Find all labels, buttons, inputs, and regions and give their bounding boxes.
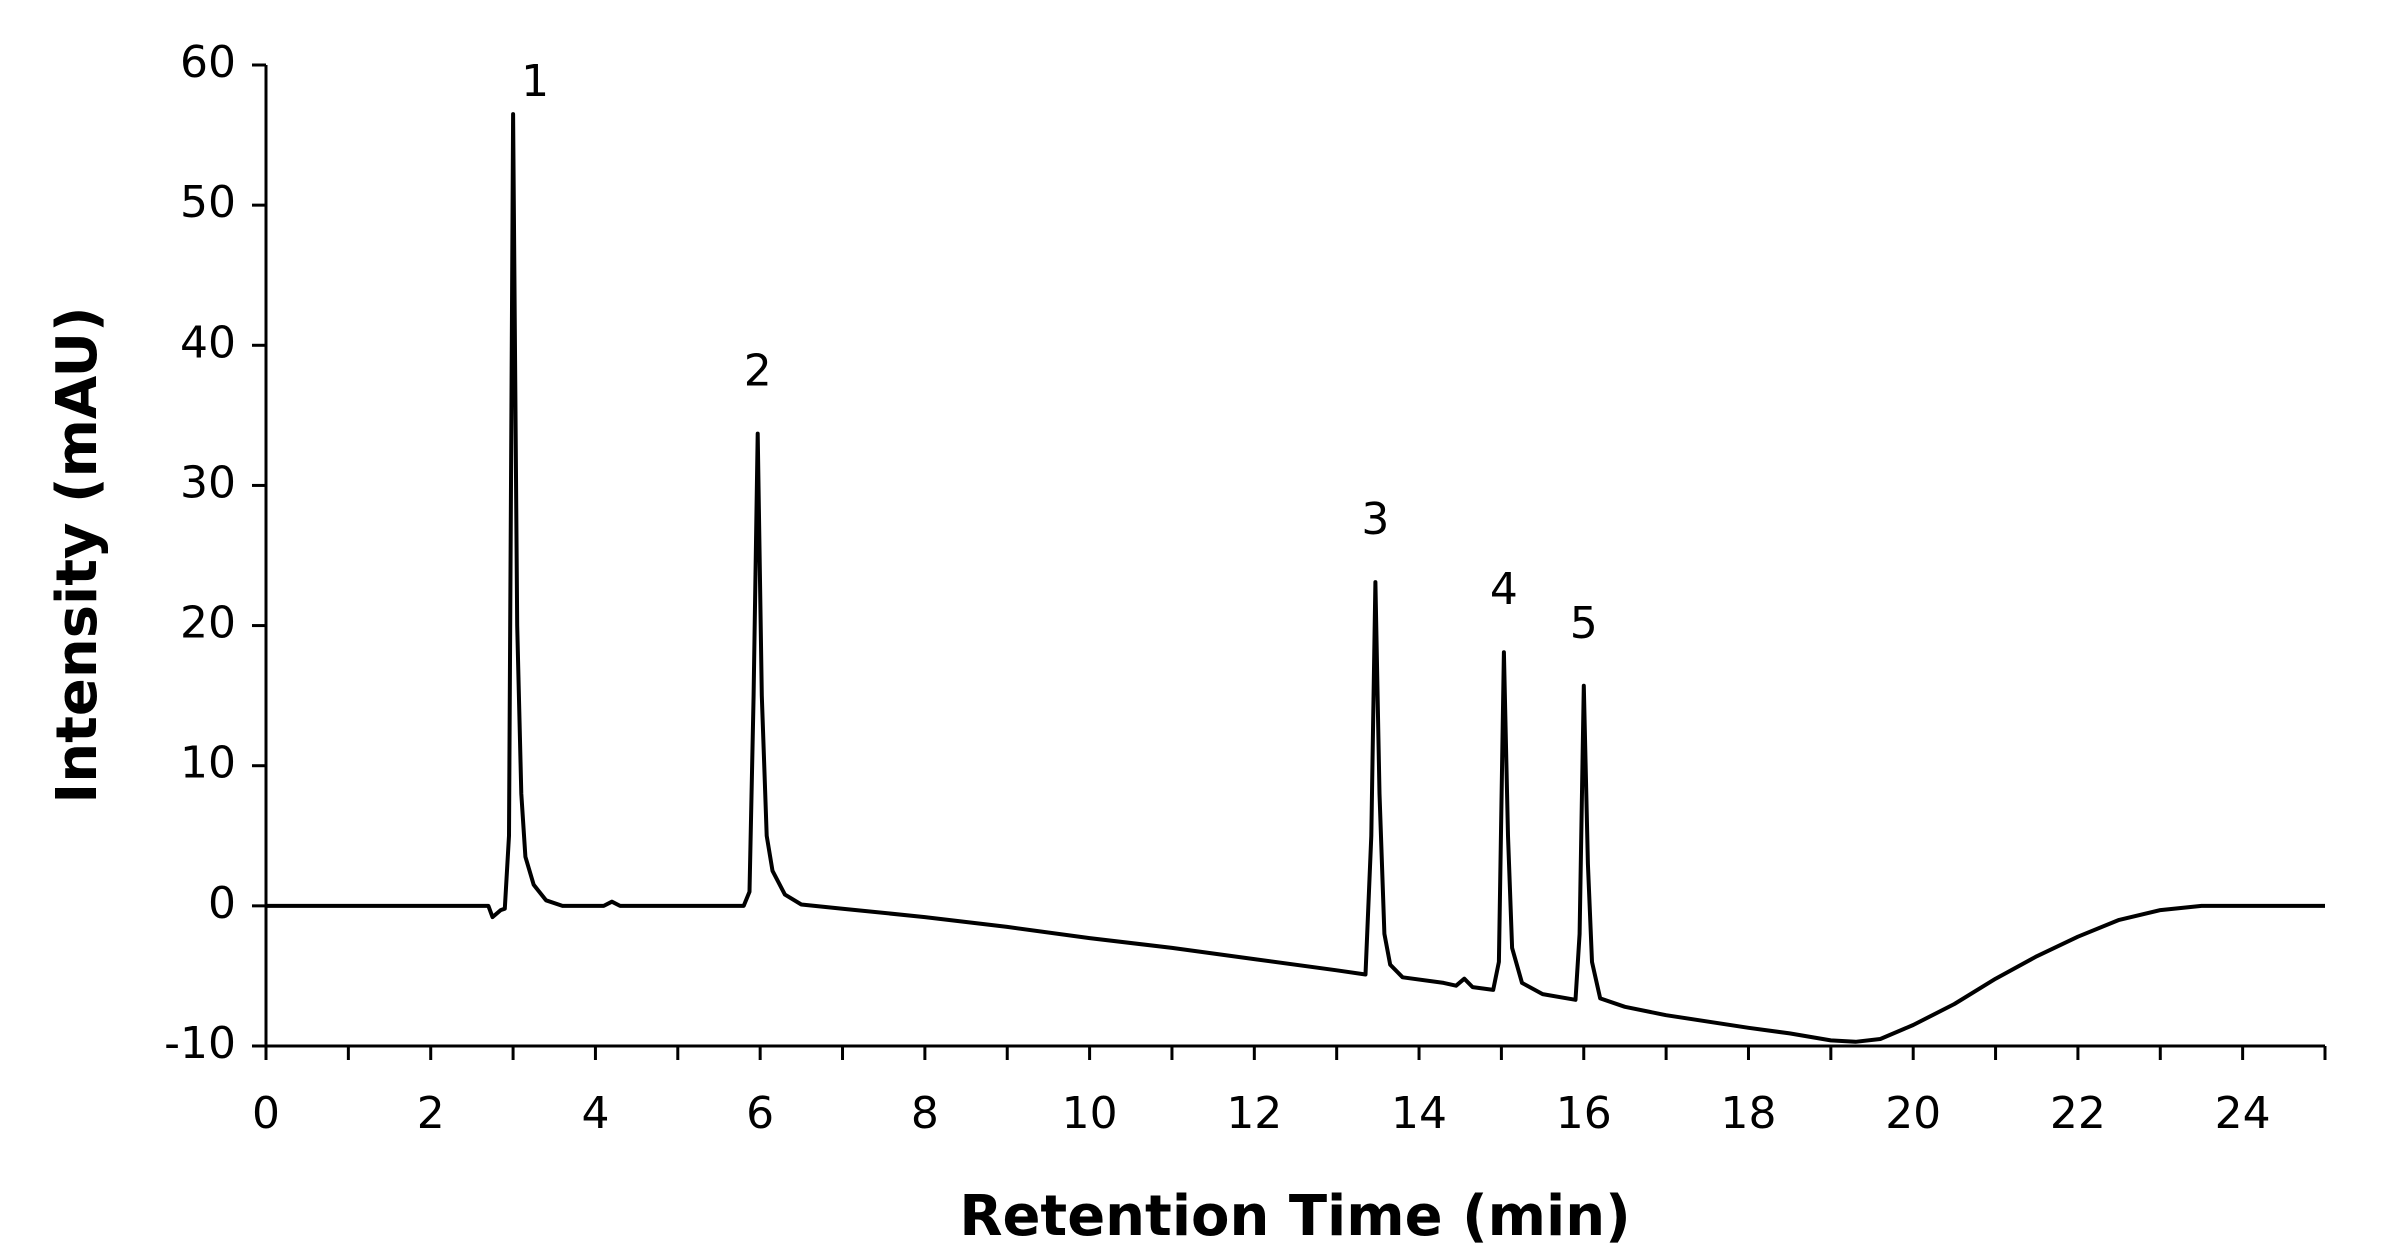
y-tick-label: 20 [180, 598, 236, 649]
y-axis-title: Intensity (mAU) [45, 306, 110, 803]
x-tick-label: 20 [1885, 1088, 1941, 1139]
y-tick-label: 10 [180, 738, 236, 789]
x-tick-label: 8 [911, 1088, 939, 1139]
peak-label: 4 [1490, 564, 1518, 615]
y-tick-label: 0 [208, 878, 236, 929]
x-tick-label: 10 [1062, 1088, 1118, 1139]
y-tick-label: -10 [164, 1018, 236, 1069]
x-tick-label: 4 [581, 1088, 609, 1139]
x-tick-label: 0 [252, 1088, 280, 1139]
y-tick-label: 30 [180, 457, 236, 508]
x-axis-title: Retention Time (min) [959, 1184, 1630, 1247]
peak-label: 3 [1361, 494, 1389, 545]
x-tick-label: 6 [746, 1088, 774, 1139]
y-tick-label: 60 [180, 37, 236, 88]
x-tick-label: 22 [2050, 1088, 2106, 1139]
peak-label: 2 [744, 346, 772, 397]
x-tick-label: 18 [1720, 1088, 1776, 1139]
x-tick-label: 24 [2215, 1088, 2271, 1139]
y-tick-label: 50 [180, 177, 236, 228]
x-tick-label: 16 [1556, 1088, 1612, 1139]
peak-label: 1 [521, 56, 549, 107]
x-tick-label: 2 [417, 1088, 445, 1139]
peak-label: 5 [1570, 598, 1598, 649]
y-tick-label: 40 [180, 317, 236, 368]
x-tick-label: 14 [1391, 1088, 1447, 1139]
trace-line [266, 112, 2325, 1044]
x-tick-label: 12 [1226, 1088, 1282, 1139]
